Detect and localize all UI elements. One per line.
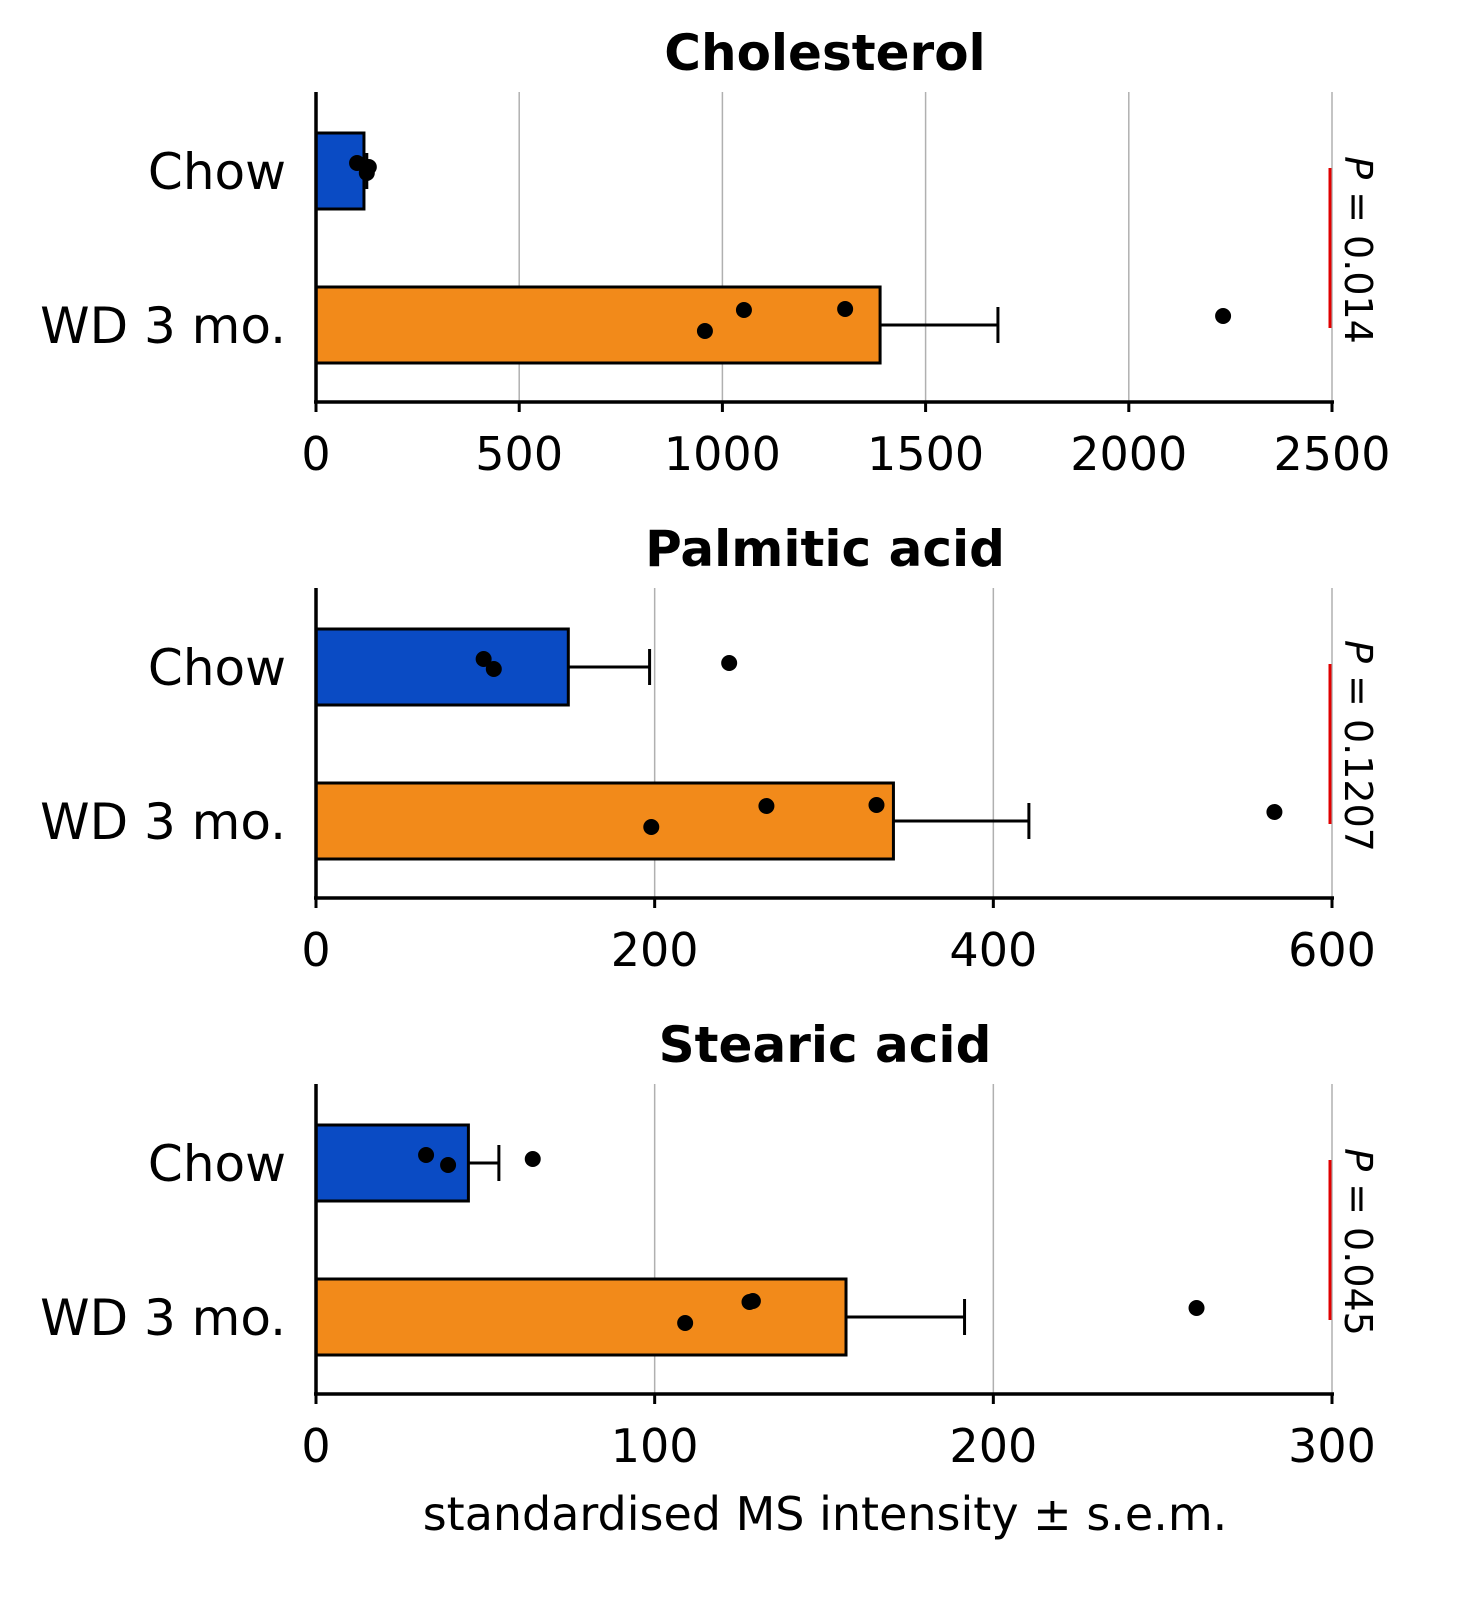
x-tick-label: 300 xyxy=(1288,1419,1376,1473)
bar xyxy=(314,1277,848,1357)
p-value: P = 0.045 xyxy=(1336,1148,1380,1336)
x-tick-label: 1000 xyxy=(664,427,781,481)
x-tick-label: 100 xyxy=(611,1419,699,1473)
bar xyxy=(314,131,366,211)
x-tick-label: 0 xyxy=(301,923,330,977)
data-point xyxy=(1266,804,1283,820)
data-point xyxy=(677,1315,694,1331)
y-tick-label: Chow xyxy=(148,639,286,697)
y-tick-label: WD 3 mo. xyxy=(40,297,286,355)
p-value: P = 0.1207 xyxy=(1336,640,1380,852)
data-point xyxy=(524,1151,541,1167)
data-point xyxy=(475,651,492,667)
data-point xyxy=(837,301,854,317)
x-tick-label: 0 xyxy=(301,1419,330,1473)
data-point xyxy=(485,661,502,677)
chart-title: Palmitic acid xyxy=(645,520,1005,578)
x-tick-label: 2500 xyxy=(1273,427,1390,481)
p-value-text: = 0.1207 xyxy=(1336,663,1380,852)
data-point xyxy=(1188,1300,1205,1316)
p-value-text: = 0.045 xyxy=(1336,1171,1380,1336)
x-axis-label: standardised MS intensity ± s.e.m. xyxy=(423,1487,1228,1541)
bar xyxy=(314,285,882,365)
data-point xyxy=(418,1147,435,1163)
chart-title: Cholesterol xyxy=(664,24,985,82)
data-point xyxy=(1215,308,1232,324)
p-value-text: = 0.014 xyxy=(1336,179,1380,344)
data-point xyxy=(696,323,713,339)
y-tick-label: WD 3 mo. xyxy=(40,793,286,851)
p-symbol: P xyxy=(1336,156,1380,179)
x-tick-label: 2000 xyxy=(1070,427,1187,481)
y-tick-label: Chow xyxy=(148,143,286,201)
x-tick-label: 1500 xyxy=(867,427,984,481)
data-point xyxy=(360,159,377,175)
p-value: P = 0.014 xyxy=(1336,156,1380,344)
x-tick-label: 200 xyxy=(949,1419,1037,1473)
x-tick-label: 400 xyxy=(949,923,1037,977)
data-point xyxy=(735,302,752,318)
data-point xyxy=(758,798,775,814)
x-tick-label: 600 xyxy=(1288,923,1376,977)
data-point xyxy=(868,797,885,813)
data-point xyxy=(643,819,660,835)
p-symbol: P xyxy=(1336,1148,1380,1171)
bar xyxy=(314,627,570,707)
data-point xyxy=(721,655,738,671)
y-tick-label: WD 3 mo. xyxy=(40,1289,286,1347)
y-tick-label: Chow xyxy=(148,1135,286,1193)
p-symbol: P xyxy=(1336,640,1380,663)
data-point xyxy=(440,1157,457,1173)
data-point xyxy=(744,1293,761,1309)
x-tick-label: 0 xyxy=(301,427,330,481)
chart-title: Stearic acid xyxy=(659,1016,992,1074)
x-tick-label: 500 xyxy=(475,427,563,481)
x-tick-label: 200 xyxy=(611,923,699,977)
bar xyxy=(314,781,895,861)
